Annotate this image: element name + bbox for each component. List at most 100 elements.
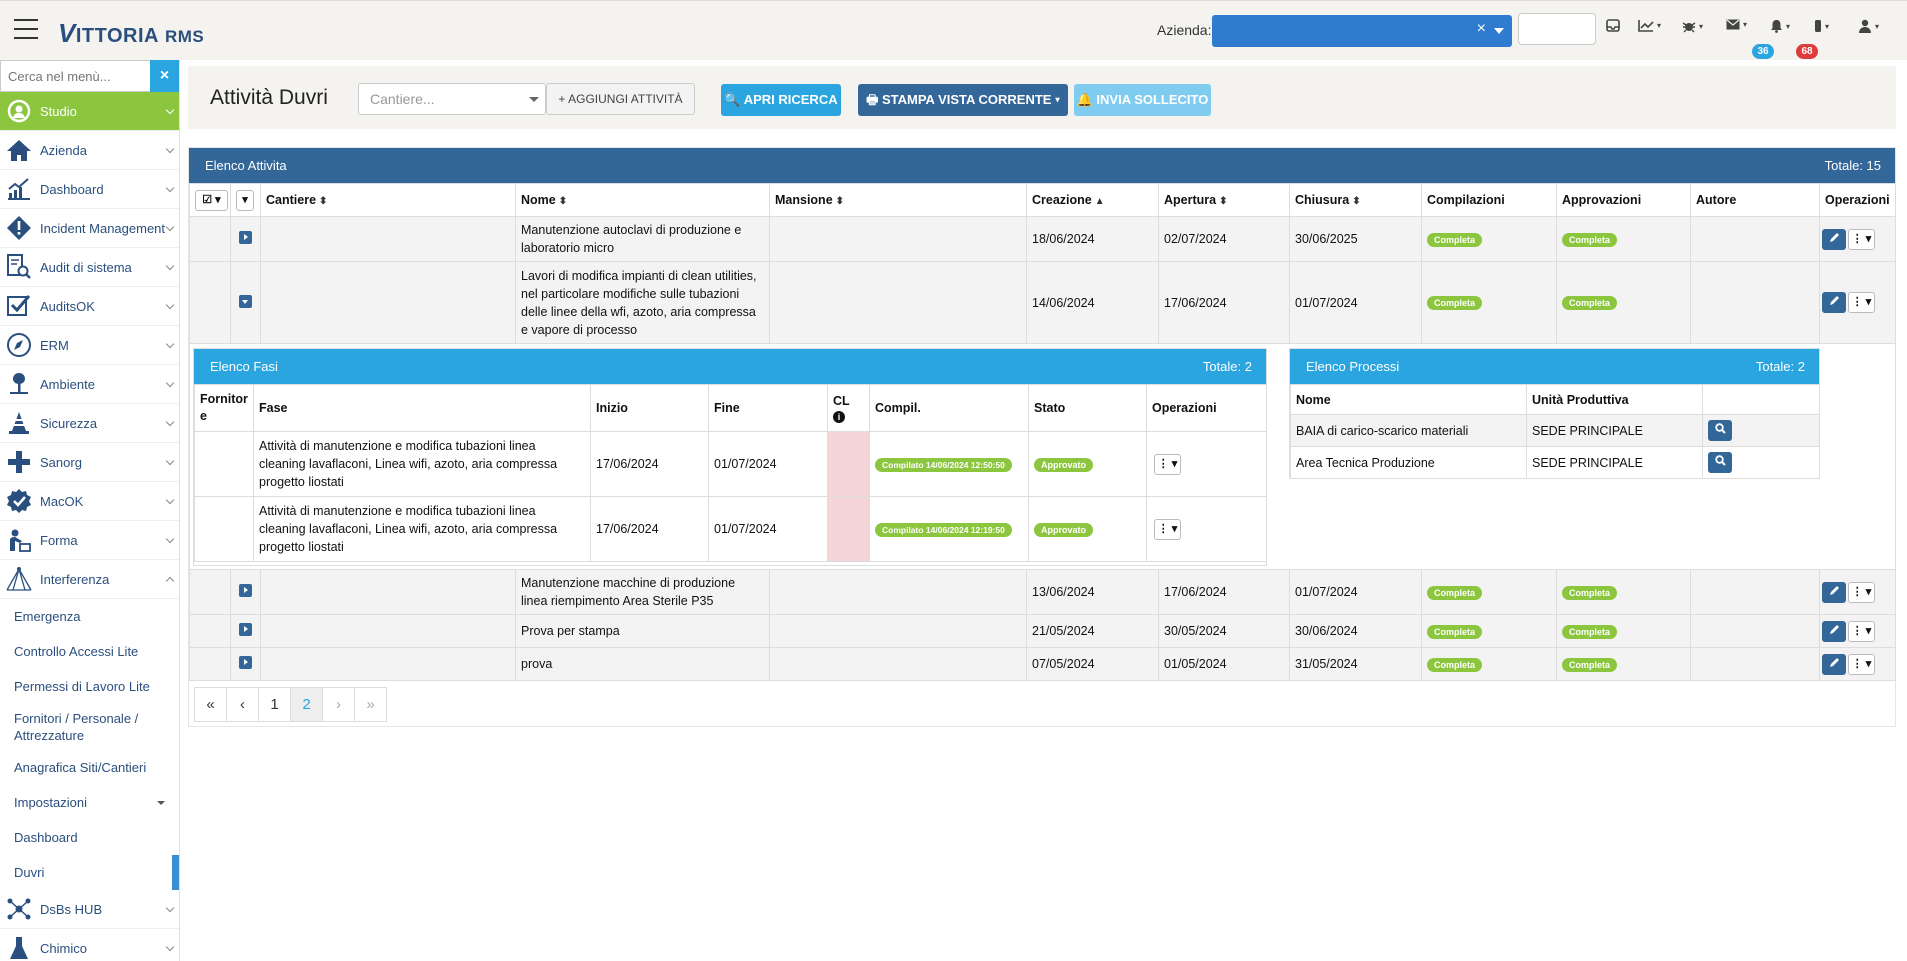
table-row[interactable]: Area Tecnica Produzione SEDE PRINCIPALE <box>1290 446 1820 479</box>
edit-button[interactable] <box>1822 653 1846 675</box>
sidebar-item-label: AuditsOK <box>40 298 95 314</box>
expand-row-icon[interactable] <box>239 623 252 636</box>
row-actions-dropdown[interactable]: ⋮ ▾ <box>1848 620 1875 642</box>
chart-icon[interactable]: ▾ <box>1638 19 1661 32</box>
inbox-icon[interactable] <box>1606 19 1620 32</box>
bell-icon[interactable]: ▾ <box>1770 19 1790 33</box>
caret-down-icon[interactable] <box>1494 28 1504 34</box>
sidebar-item-forma[interactable]: Forma <box>0 521 179 560</box>
device-icon[interactable]: ▾ <box>1814 19 1829 33</box>
table-row[interactable]: Manutenzione autoclavi di produzione e l… <box>189 216 1896 262</box>
compilazioni-cell: Completa <box>1421 261 1557 344</box>
select-all-checkbox[interactable]: ☑ ▾ <box>195 189 228 211</box>
col-cantiere[interactable]: Cantiere ⬍ <box>260 183 516 217</box>
last-page-button[interactable]: » <box>354 687 387 722</box>
submenu-item-duvri[interactable]: Duvri <box>0 855 179 890</box>
sidebar-item-interferenza[interactable]: Interferenza <box>0 560 179 599</box>
expand-row-icon[interactable] <box>239 231 252 244</box>
approvazioni-cell: Completa <box>1556 569 1691 615</box>
row-select-cell[interactable] <box>189 261 231 344</box>
table-row[interactable]: BAIA di carico-scarico materiali SEDE PRI… <box>1290 414 1820 447</box>
expand-row-icon[interactable] <box>239 656 252 669</box>
collapse-row-icon[interactable] <box>239 294 252 308</box>
col-chiusura[interactable]: Chiusura ⬍ <box>1289 183 1422 217</box>
table-row[interactable]: Lavori di modifica impianti di clean uti… <box>189 261 1896 344</box>
sidebar-item-macok[interactable]: MacOK <box>0 482 179 521</box>
table-row[interactable]: Attività di manutenzione e modifica tuba… <box>194 496 1267 562</box>
sidebar-item-studio[interactable]: Studio <box>0 92 179 131</box>
user-icon[interactable]: ▾ <box>1858 19 1879 33</box>
view-process-button[interactable] <box>1708 452 1732 473</box>
envelope-icon[interactable]: ▾ <box>1726 19 1747 30</box>
sidebar-item-ambiente[interactable]: Ambiente <box>0 365 179 404</box>
expand-all-dropdown[interactable]: ▾ <box>236 189 254 211</box>
table-row[interactable]: prova 07/05/2024 01/05/2024 31/05/2024 Compl… <box>189 647 1896 681</box>
submenu-item-dashboard[interactable]: Dashboard <box>14 830 78 845</box>
row-actions-dropdown[interactable]: ⋮ ▾ <box>1848 292 1875 313</box>
prev-page-button[interactable]: ‹ <box>226 687 259 722</box>
sidebar-item-azienda[interactable]: Azienda <box>0 131 179 170</box>
col-apertura[interactable]: Apertura ⬍ <box>1158 183 1290 217</box>
submenu-item-fornitori-personale-attrezzature[interactable]: Fornitori / Personale / Attrezzature <box>14 711 139 743</box>
print-current-view-button[interactable]: 🖶 STAMPA VISTA CORRENTE ▾ <box>858 84 1068 116</box>
edit-button[interactable] <box>1822 581 1846 603</box>
sidebar-item-auditsok[interactable]: AuditsOK <box>0 287 179 326</box>
info-icon[interactable]: i <box>833 411 845 423</box>
submenu-item-impostazioni[interactable]: Impostazioni <box>0 785 179 820</box>
submenu-item-controllo-accessi-lite[interactable]: Controllo Accessi Lite <box>14 644 139 659</box>
edit-button[interactable] <box>1822 292 1846 313</box>
quick-input[interactable] <box>1518 13 1596 45</box>
row-select-cell[interactable] <box>189 647 231 681</box>
next-page-button[interactable]: › <box>322 687 355 722</box>
cantiere-select[interactable]: Cantiere... <box>358 83 546 115</box>
edit-button[interactable] <box>1822 620 1846 642</box>
phases-col-0: Fornitor e <box>194 384 254 432</box>
row-actions-dropdown[interactable]: ⋮ ▾ <box>1848 653 1875 675</box>
col-mansione[interactable]: Mansione ⬍ <box>769 183 1027 217</box>
row-actions-dropdown[interactable]: ⋮ ▾ <box>1154 518 1181 540</box>
activity-list-header: Elenco Attivita Totale: 15 <box>189 148 1895 183</box>
page-1-button[interactable]: 1 <box>258 687 291 722</box>
submenu-item-emergenza[interactable]: Emergenza <box>14 609 81 624</box>
sidebar-item-sicurezza[interactable]: Sicurezza <box>0 404 179 443</box>
view-process-button[interactable] <box>1708 420 1732 441</box>
bug-icon[interactable]: ▾ <box>1682 19 1703 33</box>
send-reminder-button[interactable]: 🔔 INVIA SOLLECITO <box>1074 84 1211 116</box>
col-creazione[interactable]: Creazione ▲ <box>1026 183 1159 217</box>
sidebar-item-dashboard[interactable]: Dashboard <box>0 170 179 209</box>
first-page-button[interactable]: « <box>194 687 227 722</box>
menu-search: × <box>0 60 179 92</box>
sidebar-item-incident-management[interactable]: Incident Management <box>0 209 179 248</box>
clear-search-button[interactable]: × <box>150 60 179 92</box>
row-actions-dropdown[interactable]: ⋮ ▾ <box>1848 228 1875 250</box>
table-row[interactable]: Attività di manutenzione e modifica tuba… <box>194 431 1267 497</box>
submenu-item-permessi-di-lavoro-lite[interactable]: Permessi di Lavoro Lite <box>14 679 150 694</box>
expand-row-icon[interactable] <box>239 584 252 597</box>
compil-cell: Compilato 14/06/2024 12:19:50 <box>869 496 1029 562</box>
sidebar-item-chimico[interactable]: Chimico <box>0 929 179 961</box>
col-nome[interactable]: Nome ⬍ <box>515 183 770 217</box>
clear-icon[interactable]: × <box>1476 20 1486 37</box>
open-search-button[interactable]: 🔍 APRI RICERCA <box>721 84 841 116</box>
edit-button[interactable] <box>1822 228 1846 250</box>
row-select-cell[interactable] <box>189 216 231 262</box>
page-2-button[interactable]: 2 <box>290 687 323 722</box>
table-row[interactable]: Prova per stampa 21/05/2024 30/05/2024 30/0… <box>189 614 1896 648</box>
hamburger-menu-icon[interactable] <box>14 19 38 39</box>
azienda-select[interactable]: × <box>1212 15 1512 47</box>
sidebar-item-audit-di-sistema[interactable]: Audit di sistema <box>0 248 179 287</box>
sidebar-item-dsbs-hub[interactable]: DsBs HUB <box>0 890 179 929</box>
sidebar-item-sanorg[interactable]: Sanorg <box>0 443 179 482</box>
row-select-cell[interactable] <box>189 569 231 615</box>
phases-col-2: Inizio <box>590 384 709 432</box>
row-actions-dropdown[interactable]: ⋮ ▾ <box>1848 581 1875 603</box>
row-select-cell[interactable] <box>189 614 231 648</box>
sidebar-item-erm[interactable]: ERM <box>0 326 179 365</box>
logo[interactable]: VITTORIA RMS <box>58 18 205 48</box>
submenu-item-anagrafica-siti-cantieri[interactable]: Anagrafica Siti/Cantieri <box>14 760 147 775</box>
menu-search-input[interactable] <box>0 60 151 92</box>
row-actions-dropdown[interactable]: ⋮ ▾ <box>1154 453 1181 475</box>
activity-list-title: Elenco Attivita <box>205 158 287 173</box>
add-activity-button[interactable]: + AGGIUNGI ATTIVITÀ <box>546 83 695 115</box>
table-row[interactable]: Manutenzione macchine di produzione line… <box>189 569 1896 615</box>
